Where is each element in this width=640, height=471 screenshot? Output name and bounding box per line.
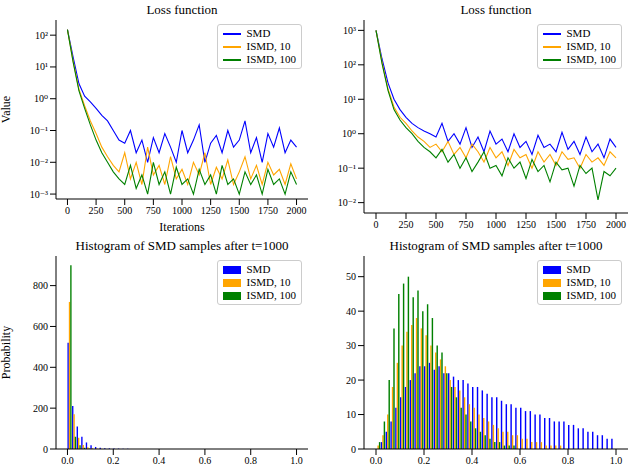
html-text:ISMD, 10: ISMD, 10 [566,40,611,52]
svg-text:0.4: 0.4 [466,455,479,466]
html-text:Loss function: Loss function [460,2,532,17]
svg-text:0.2: 0.2 [107,455,120,466]
html-text:Histogram of SMD samples after: Histogram of SMD samples after t=1000 [75,238,289,253]
svg-text:10: 10 [346,409,356,420]
svg-text:10⁻³: 10⁻³ [30,189,48,200]
html-text:Histogram of SMD samples after: Histogram of SMD samples after t=1000 [389,238,603,253]
svg-text:1000: 1000 [486,219,506,230]
html-text:Loss function: Loss function [146,2,218,17]
svg-text:1500: 1500 [546,219,566,230]
html-text:ISMD, 10: ISMD, 10 [246,40,291,52]
svg-text:400: 400 [33,362,48,373]
svg-text:750: 750 [146,205,161,216]
svg-text:1750: 1750 [576,219,596,230]
svg-text:800: 800 [33,280,48,291]
svg-text:10¹: 10¹ [35,61,48,72]
svg-text:Value: Value [8,96,13,123]
html-text:ISMD, 100: ISMD, 100 [246,53,296,65]
svg-text:10³: 10³ [343,25,356,36]
svg-text:0.6: 0.6 [199,455,212,466]
svg-text:250: 250 [399,219,414,230]
svg-text:0: 0 [351,444,356,455]
svg-text:0.8: 0.8 [244,455,257,466]
html-text:ISMD, 10: ISMD, 10 [246,276,291,288]
svg-text:Iterations: Iterations [159,220,205,234]
svg-text:40: 40 [346,306,356,317]
svg-text:500: 500 [117,205,132,216]
svg-text:10²: 10² [343,59,356,70]
svg-text:0.2: 0.2 [418,455,431,466]
svg-text:500: 500 [429,219,444,230]
svg-text:0.0: 0.0 [370,455,383,466]
svg-text:10⁰: 10⁰ [34,93,48,104]
html-text:ISMD, 100: ISMD, 100 [566,289,616,301]
svg-text:20: 20 [346,375,356,386]
svg-text:1.0: 1.0 [290,455,303,466]
svg-text:50: 50 [346,271,356,282]
svg-text:1250: 1250 [516,219,536,230]
svg-text:1500: 1500 [229,205,249,216]
svg-text:2000: 2000 [606,219,626,230]
svg-text:1.0: 1.0 [610,455,623,466]
svg-text:10⁻¹: 10⁻¹ [338,163,356,174]
svg-text:0: 0 [65,205,70,216]
svg-text:1750: 1750 [258,205,278,216]
svg-text:10⁰: 10⁰ [342,128,356,139]
html-text:SMD: SMD [246,27,271,39]
svg-text:2000: 2000 [287,205,307,216]
html-text:SMD: SMD [566,27,591,39]
svg-text:1250: 1250 [201,205,221,216]
html-text:ISMD, 10: ISMD, 10 [566,276,611,288]
svg-text:0: 0 [43,444,48,455]
svg-text:0.4: 0.4 [153,455,166,466]
svg-text:10⁻²: 10⁻² [338,197,356,208]
svg-text:30: 30 [346,340,356,351]
svg-text:10²: 10² [35,30,48,41]
svg-text:10⁻²: 10⁻² [30,157,48,168]
svg-text:10¹: 10¹ [343,94,356,105]
svg-text:750: 750 [459,219,474,230]
svg-text:0: 0 [374,219,379,230]
svg-text:Probability: Probability [8,326,13,379]
svg-text:0.8: 0.8 [562,455,575,466]
html-text:ISMD, 100: ISMD, 100 [566,53,616,65]
svg-text:200: 200 [33,403,48,414]
html-text:ISMD, 100: ISMD, 100 [246,289,296,301]
svg-text:0.0: 0.0 [61,455,74,466]
svg-text:0.6: 0.6 [514,455,527,466]
svg-text:10⁻¹: 10⁻¹ [30,125,48,136]
html-text:SMD: SMD [246,263,271,275]
html-text:SMD: SMD [566,263,591,275]
svg-text:250: 250 [89,205,104,216]
svg-text:1000: 1000 [172,205,192,216]
svg-text:600: 600 [33,321,48,332]
